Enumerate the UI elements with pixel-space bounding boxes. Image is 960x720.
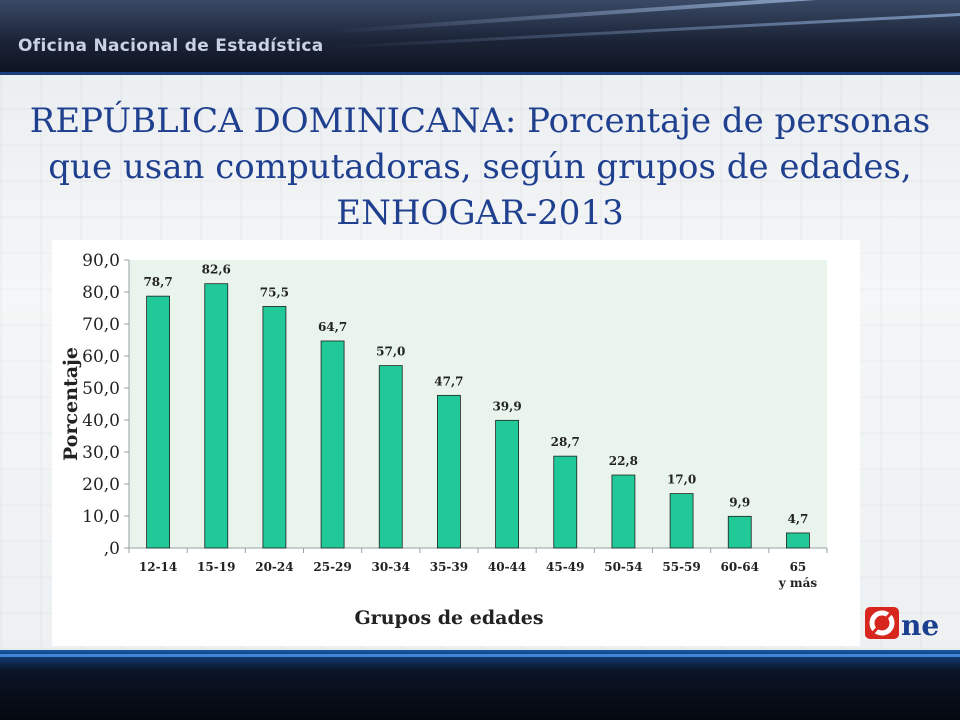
y-tick-label: 80,0 [82, 283, 120, 303]
slide-title: REPÚBLICA DOMINICANA: Porcentaje de pers… [20, 98, 940, 236]
one-logo-ring [869, 610, 895, 636]
bar [727, 515, 752, 549]
x-axis-title: Grupos de edades [354, 607, 543, 629]
y-tick-label: ,0 [104, 539, 120, 559]
x-tick-label: 45-49 [546, 560, 584, 574]
bar [262, 306, 287, 549]
chart-panel: ,0 10,0 20,0 30,0 40,0 50,0 60,0 70,0 80,0 90,0 78… [52, 240, 860, 646]
bar-value-label: 9,9 [729, 495, 750, 509]
bar [669, 493, 694, 549]
x-tick-label: 15-19 [197, 560, 235, 574]
plot-area [129, 260, 827, 548]
y-tick-label: 20,0 [82, 475, 120, 495]
bar-value-label: 57,0 [376, 345, 405, 359]
title-line-2: que usan computadoras, según grupos de e… [48, 147, 912, 187]
y-tick-label: 10,0 [82, 507, 120, 527]
title-line-3: ENHOGAR-2013 [336, 193, 624, 233]
x-tick-label: 65 [790, 560, 807, 574]
bar-value-label: 64,7 [318, 320, 347, 334]
bar [204, 283, 229, 549]
bar [146, 295, 170, 549]
bar-value-label: 39,9 [492, 399, 521, 413]
header-stripe-2 [330, 12, 960, 49]
x-tick-label-line-2: y más [778, 576, 818, 590]
bar-value-label: 4,7 [787, 512, 808, 526]
footer-band [0, 650, 960, 720]
bar [320, 340, 345, 549]
bar-value-label: 28,7 [551, 435, 580, 449]
bar [553, 455, 578, 549]
x-tick-label: 40-44 [488, 560, 526, 574]
bar [437, 394, 461, 549]
x-tick-label: 12-14 [139, 560, 177, 574]
bar-value-label: 75,5 [260, 285, 289, 299]
x-tick-label: 35-39 [430, 560, 468, 574]
bar [378, 365, 403, 549]
x-tick-label: 55-59 [662, 560, 700, 574]
bar-value-label: 17,0 [667, 473, 696, 487]
bar-chart: ,0 10,0 20,0 30,0 40,0 50,0 60,0 70,0 80,0 90,0 78… [60, 251, 828, 629]
footer-line [0, 654, 960, 657]
bar-value-label: 47,7 [434, 374, 463, 388]
x-tick-label: 20-24 [255, 560, 293, 574]
x-tick-label: 25-29 [313, 560, 351, 574]
y-tick-label: 60,0 [82, 347, 120, 367]
y-axis-title: Porcentaje [60, 347, 82, 461]
one-logo-slash [870, 610, 894, 636]
brand-name: Oficina Nacional de Estadística [18, 36, 324, 56]
bar [786, 532, 810, 549]
y-tick-label: 70,0 [82, 315, 120, 335]
x-tick-label: 50-54 [604, 560, 642, 574]
bar-value-label: 78,7 [143, 275, 172, 289]
y-tick-label: 50,0 [82, 379, 120, 399]
one-logo-text: ne [901, 609, 939, 642]
bar-value-label: 82,6 [202, 263, 231, 277]
title-line-1: REPÚBLICA DOMINICANA: Porcentaje de pers… [29, 101, 931, 141]
one-logo: ne [865, 607, 939, 642]
y-tick-label: 30,0 [82, 443, 120, 463]
x-tick-label: 30-34 [372, 560, 410, 574]
x-tick-label: 60-64 [721, 560, 759, 574]
y-tick-label: 40,0 [82, 411, 120, 431]
header-band: Oficina Nacional de Estadística [0, 0, 960, 75]
bar [495, 419, 519, 549]
bar-value-label: 22,8 [609, 454, 638, 468]
bar [611, 474, 636, 549]
y-tick-label: 90,0 [82, 251, 120, 271]
